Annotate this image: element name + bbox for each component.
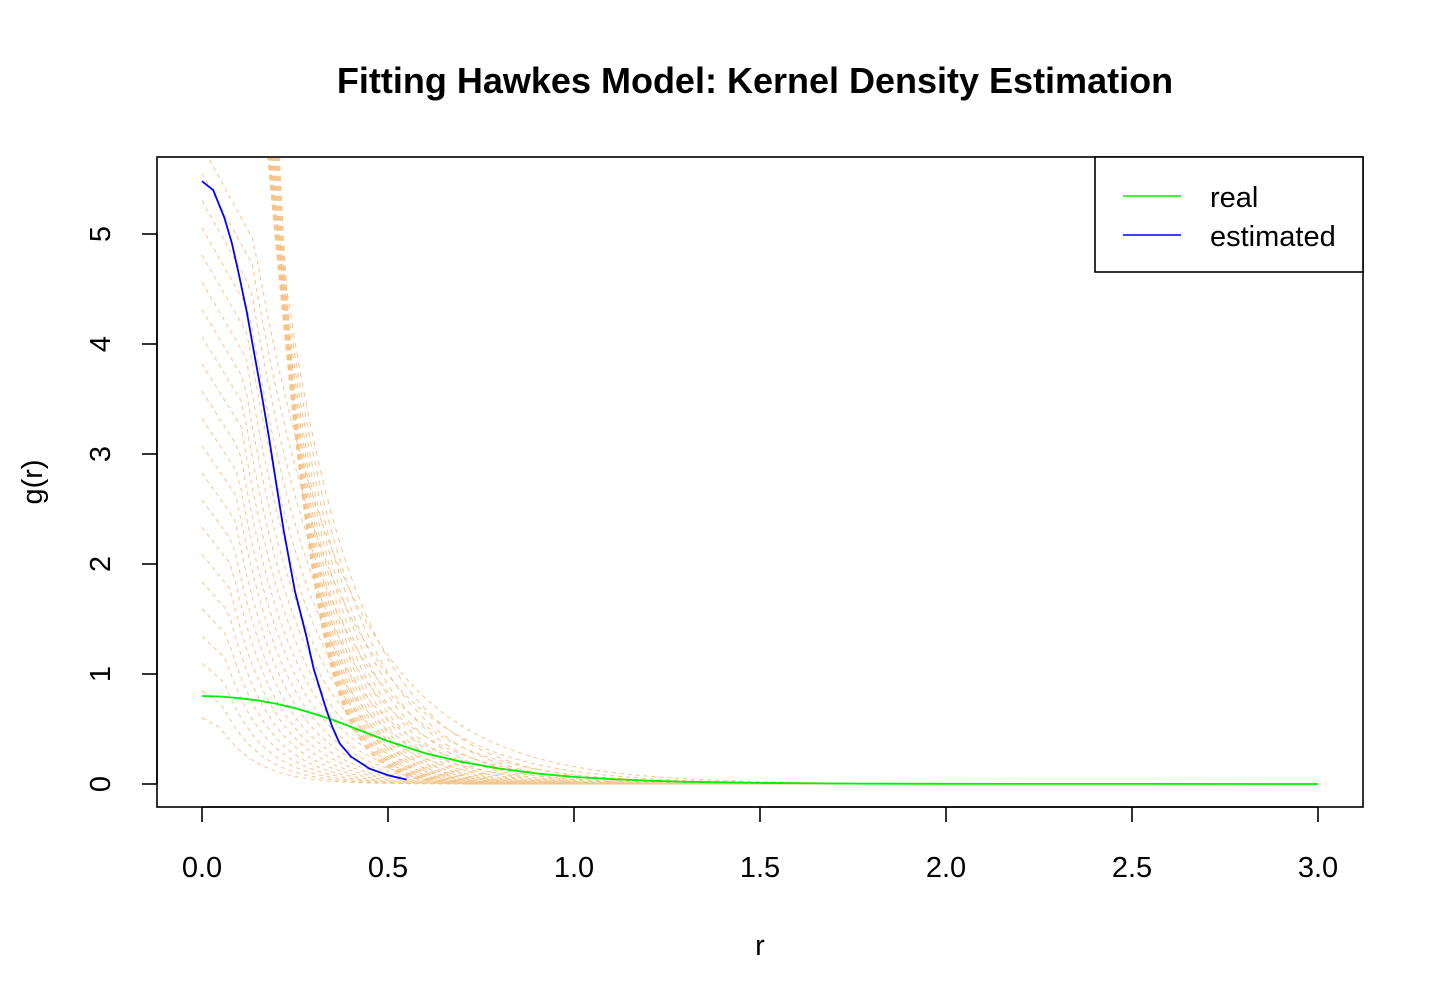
y-axis: 0 1 2 3 4 5 <box>85 226 158 792</box>
iteration-curve <box>201 363 1318 785</box>
series-layer <box>201 180 1319 785</box>
iteration-curve <box>270 158 1318 785</box>
x-tick-label: 1.0 <box>554 852 594 884</box>
x-tick-label: 1.5 <box>740 852 780 884</box>
legend-label-real: real <box>1210 182 1258 214</box>
y-tick-label: 2 <box>85 556 117 572</box>
iteration-curve <box>201 336 1318 785</box>
iteration-curve <box>270 158 1318 785</box>
iteration-curve <box>201 418 1318 785</box>
x-tick-label: 3.0 <box>1298 852 1338 884</box>
iteration-curve <box>268 158 1318 785</box>
x-tick-label: 2.0 <box>926 852 966 884</box>
iteration-curve <box>268 158 1318 785</box>
iteration-curve <box>275 158 1318 785</box>
iteration-curve <box>267 158 1318 785</box>
iteration-curve <box>201 499 1318 785</box>
iteration-curve <box>277 158 1318 785</box>
series-line-estimated <box>201 180 407 781</box>
legend: real estimated <box>1094 156 1364 273</box>
x-axis-label: r <box>755 930 765 962</box>
iteration-curve <box>272 158 1318 785</box>
iteration-curve <box>267 158 1318 785</box>
iteration-curves <box>201 158 1318 785</box>
iteration-curve <box>267 158 1318 785</box>
x-axis: 0.0 0.5 1.0 1.5 2.0 2.5 3.0 <box>182 806 1338 884</box>
x-tick-label: 2.5 <box>1112 852 1152 884</box>
legend-box <box>1094 156 1364 273</box>
iteration-curve <box>271 158 1318 785</box>
iteration-curve <box>269 158 1318 785</box>
y-tick-label: 3 <box>85 446 117 462</box>
iteration-curve <box>274 158 1318 785</box>
y-tick-label: 0 <box>85 776 117 792</box>
x-tick-label: 0.5 <box>368 852 408 884</box>
y-axis-label: g(r) <box>17 459 49 504</box>
y-tick-label: 5 <box>85 226 117 242</box>
iteration-curve <box>268 158 1318 785</box>
iteration-curve <box>201 390 1318 785</box>
iteration-curve <box>267 158 1318 785</box>
chart-title: Fitting Hawkes Model: Kernel Density Est… <box>337 60 1173 101</box>
iteration-curve <box>201 472 1318 785</box>
iteration-curve <box>201 254 1318 785</box>
iteration-curve <box>201 309 1318 785</box>
iteration-curve <box>201 608 1318 785</box>
iteration-curve <box>278 158 1318 785</box>
iteration-curve <box>201 281 1318 785</box>
iteration-curve <box>201 200 1318 785</box>
series-line-real <box>201 695 1319 785</box>
legend-label-estimated: estimated <box>1210 221 1336 253</box>
iteration-curve <box>267 158 1318 785</box>
iteration-curve <box>273 158 1318 785</box>
iteration-curve <box>201 581 1318 785</box>
y-tick-label: 4 <box>85 336 117 352</box>
iteration-curve <box>201 554 1318 785</box>
iteration-curve <box>268 158 1318 785</box>
y-tick-label: 1 <box>85 666 117 682</box>
iteration-curve <box>276 158 1318 785</box>
x-tick-label: 0.0 <box>182 852 222 884</box>
iteration-curve <box>267 158 1318 785</box>
iteration-curve <box>274 158 1318 785</box>
